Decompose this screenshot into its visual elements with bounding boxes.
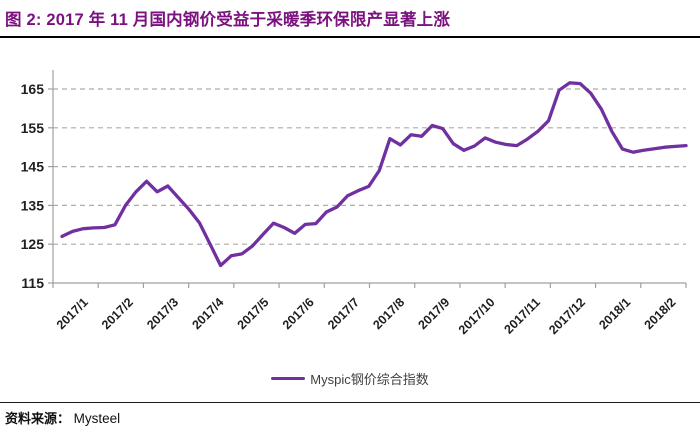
y-axis-label: 145 — [21, 159, 45, 175]
legend: Myspic钢价综合指数 — [0, 369, 700, 388]
source-value: Mysteel — [73, 411, 121, 426]
y-axis-label: 115 — [21, 275, 44, 291]
series-line-myspic — [60, 81, 688, 268]
x-axis-label: 2017/2 — [99, 295, 136, 332]
x-axis-label: 2018/1 — [596, 295, 633, 332]
x-axis-label: 2017/10 — [456, 295, 498, 337]
legend-label: Myspic钢价综合指数 — [310, 372, 429, 387]
title-divider — [0, 36, 700, 38]
x-axis-label: 2017/3 — [144, 295, 181, 332]
source-note: 资料来源： Mysteel — [5, 408, 120, 427]
x-axis-label: 2017/12 — [546, 295, 588, 337]
x-axis-label: 2017/4 — [189, 295, 226, 332]
x-axis-label: 2017/11 — [502, 295, 543, 336]
x-axis-label: 2017/5 — [235, 295, 272, 332]
x-axis-label: 2017/1 — [54, 295, 91, 332]
y-axis-label: 165 — [21, 81, 45, 97]
x-axis-label: 2017/6 — [280, 295, 317, 332]
y-axis-label: 135 — [21, 197, 45, 213]
x-axis-label: 2017/9 — [416, 295, 453, 332]
footer-divider — [0, 402, 700, 403]
source-label: 资料来源： — [5, 412, 71, 427]
figure-title: 图 2: 2017 年 11 月国内钢价受益于采暖季环保限产显著上涨 — [5, 11, 451, 29]
x-axis-label: 2018/2 — [642, 295, 679, 332]
x-axis-label: 2017/8 — [370, 295, 407, 332]
legend-line-marker — [271, 376, 306, 381]
y-axis-label: 155 — [21, 120, 45, 136]
y-axis-label: 125 — [21, 236, 45, 252]
x-axis-label: 2017/7 — [325, 295, 362, 332]
